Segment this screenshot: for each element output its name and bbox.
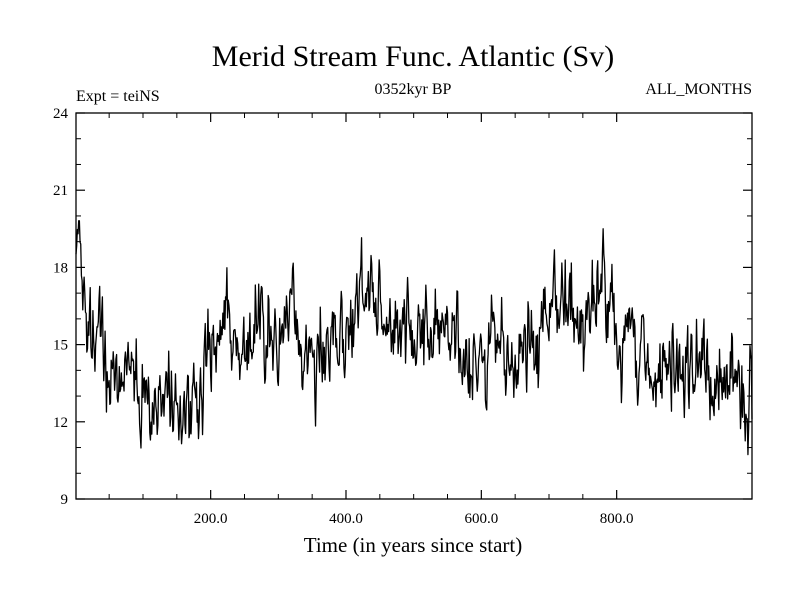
x-tick-label: 600.0 [464,511,498,527]
plot-frame [75,112,753,500]
series-line [75,220,753,456]
x-tick-label: 200.0 [194,511,228,527]
y-axis: 9 12 15 18 21 24 [53,106,752,508]
x-axis: 200.0 400.0 600.0 800.0 [108,113,634,527]
chart-title: Merid Stream Func. Atlantic (Sv) [212,40,614,73]
y-tick-label: 24 [53,106,69,122]
subtitle-period: 0352kyr BP [375,81,452,98]
x-axis-label: Time (in years since start) [304,533,523,557]
y-tick-label: 15 [53,338,68,354]
x-tick-label: 800.0 [600,511,634,527]
y-tick-label: 21 [53,183,68,199]
x-tick-label: 400.0 [329,511,363,527]
y-tick-label: 18 [53,260,68,276]
subtitle-months: ALL_MONTHS [645,81,752,98]
y-tick-label: 9 [61,492,69,508]
subtitle-experiment: Expt = teiNS [76,88,160,105]
y-tick-label: 12 [53,415,68,431]
